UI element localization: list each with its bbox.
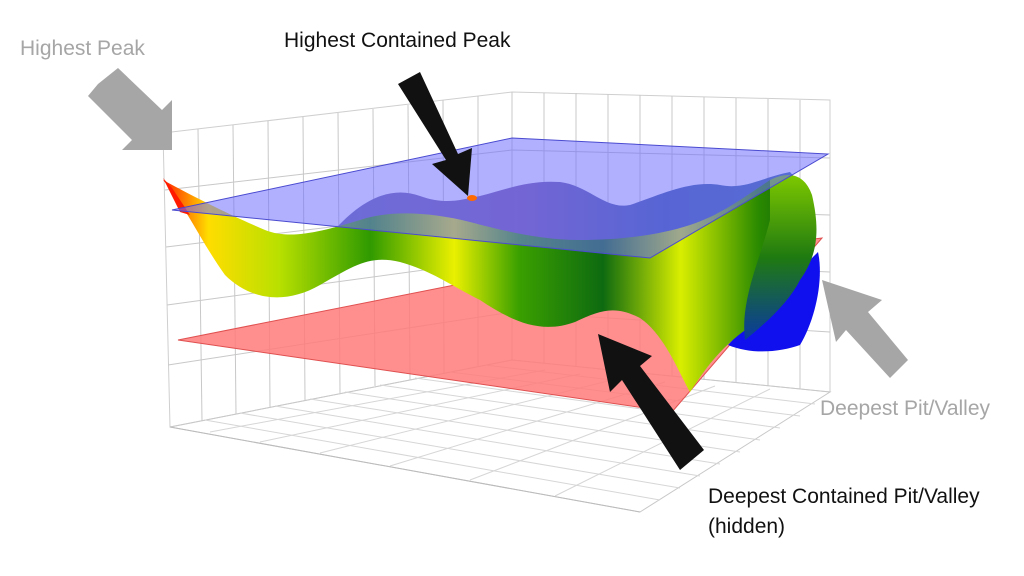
highest-peak-label: Highest Peak [20,37,145,60]
arrow-highest-contained-peak [398,72,472,196]
upper-bound-plane [171,137,830,259]
arrow-highest-peak [88,68,172,150]
arrow-deepest-contained-pit [598,334,704,470]
highest-contained-peak-marker [467,195,477,201]
highest-peak-tip [163,178,190,215]
deepest-pit-label: Deepest Pit/Valley [820,397,991,420]
deepest-contained-pit-hidden-note: (hidden) [708,515,786,538]
surface-front [163,179,810,392]
highest-contained-peak-label: Highest Contained Peak [284,29,511,52]
arrow-deepest-pit [822,280,908,378]
deepest-contained-pit-label: Deepest Contained Pit/Valley [708,485,980,508]
surface-side [744,175,817,340]
